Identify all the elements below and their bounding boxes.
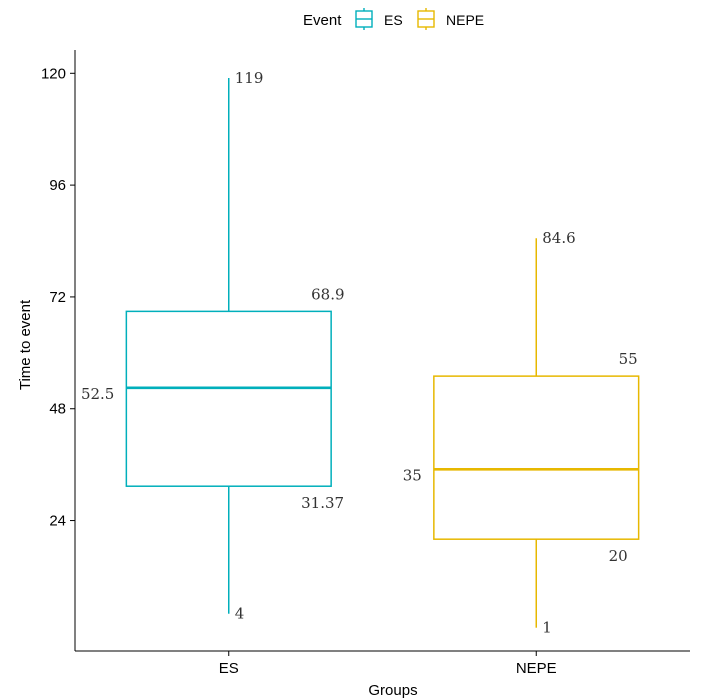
x-axis-ticks: ES NEPE [219,651,557,677]
box-nepe: 84.6 1 55 20 35 [403,229,640,637]
label-min-es: 4 [235,605,245,623]
legend: Event ES NEPE [303,8,484,30]
legend-key-es [355,8,373,30]
label-q3-nepe: 55 [619,350,638,368]
boxes: 119 4 68.9 31.37 52.5 84.6 1 55 20 35 [81,69,640,637]
y-tick-label: 72 [49,289,66,306]
legend-title: Event [303,12,342,29]
y-tick-label: 96 [49,177,66,194]
label-q1-es: 31.37 [301,494,344,512]
box-es: 119 4 68.9 31.37 52.5 [81,69,345,623]
x-tick-label: NEPE [516,660,557,677]
legend-key-nepe [417,8,435,30]
x-axis-title: Groups [368,682,417,699]
y-tick-label: 48 [49,401,66,418]
label-max-es: 119 [235,69,264,87]
label-median-es: 52.5 [81,385,114,403]
y-axis-title: Time to event [17,299,34,390]
box-body-es [125,310,332,487]
box-body-nepe [433,375,640,540]
x-tick-label: ES [219,660,239,677]
y-axis-ticks: 24 48 72 96 120 [41,65,75,530]
label-median-nepe: 35 [403,466,422,484]
legend-label-es: ES [384,12,403,28]
y-tick-label: 120 [41,65,66,82]
label-min-nepe: 1 [542,619,552,637]
label-q3-es: 68.9 [311,285,344,303]
label-max-nepe: 84.6 [542,229,575,247]
legend-label-nepe: NEPE [446,12,484,28]
label-q1-nepe: 20 [609,547,628,565]
y-tick-label: 24 [49,513,66,530]
